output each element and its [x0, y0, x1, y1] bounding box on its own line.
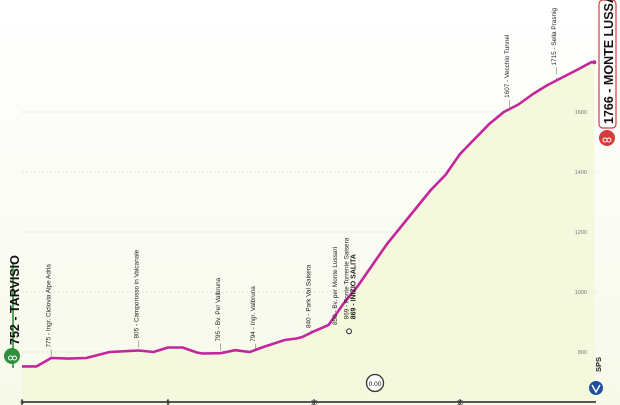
start-marker: 752 - TARVISIO: [4, 255, 22, 368]
x-tick-label-10: 10: [311, 401, 318, 405]
elevation-tick-labels: 800 1000 1200 1400 1600: [575, 110, 587, 356]
y-tick-label-1200: 1200: [575, 230, 587, 236]
checkpoint-label-6: 869 - Ponte Torrente Saisera: [344, 237, 351, 319]
sps-icon: [589, 381, 603, 395]
y-tick-label-1400: 1400: [575, 170, 587, 176]
x-tick-label-0: 0: [20, 401, 24, 405]
finish-label: 1766 - MONTE LUSSARI: [602, 0, 616, 124]
y-tick-label-800: 800: [578, 350, 587, 356]
km-tick-labels: 0 5 10 15: [20, 399, 464, 405]
checkpoint-label-0: 775 - Ingr. Ciclovia Alpe Adria: [46, 264, 53, 348]
checkpoint-label-5: 850 - Bv. per Monte Lussari: [332, 247, 339, 325]
y-tick-label-1600: 1600: [575, 110, 587, 116]
start-name: TARVISIO: [8, 255, 22, 313]
checkpoint-label-8: 1607 - Vecchio Tunnel: [504, 35, 511, 98]
finish-icon: [599, 130, 615, 146]
start-label: 752 - TARVISIO: [8, 255, 22, 345]
timer-text: 0.00: [369, 381, 382, 388]
sps-text: SPS: [594, 357, 603, 372]
start-elevation: 752: [8, 324, 22, 345]
finish-name: MONTE LUSSARI: [602, 0, 616, 85]
finish-sep: -: [602, 85, 616, 93]
profile-area: [22, 62, 595, 402]
x-tick-label-15: 15: [457, 401, 464, 405]
checkpoint-label-2: 795 - Bv. Per Valbruna: [215, 277, 222, 341]
start-sep: -: [8, 313, 22, 321]
finish-elevation: 1766: [602, 96, 616, 124]
checkpoint-label-1: 805 - Camporosso in Valcanale: [133, 249, 140, 338]
checkpoint-label-7: 869 - INIZIO SALITA: [351, 254, 358, 319]
checkpoint-label-4: 840 - Park Val Saisera: [306, 264, 313, 328]
y-tick-label-1000: 1000: [575, 290, 587, 296]
profile-line: [22, 60, 595, 368]
timer-badge: 0.00: [365, 373, 385, 393]
finish-point: [592, 60, 597, 65]
checkpoint-label-3: 794 - Ingr. Valbruna: [250, 286, 257, 342]
finish-marker: 1766 - MONTE LUSSARI: [598, 0, 617, 146]
checkpoint-label-9: 1715 - Sella Prasnig: [551, 8, 558, 66]
checkpoint-labels: 775 - Ingr. Ciclovia Alpe Adria 805 - Cam…: [46, 8, 597, 348]
climb-start-marker: [346, 328, 352, 335]
x-tick-label-5: 5: [166, 401, 170, 405]
sps-badge: SPS: [589, 357, 603, 395]
